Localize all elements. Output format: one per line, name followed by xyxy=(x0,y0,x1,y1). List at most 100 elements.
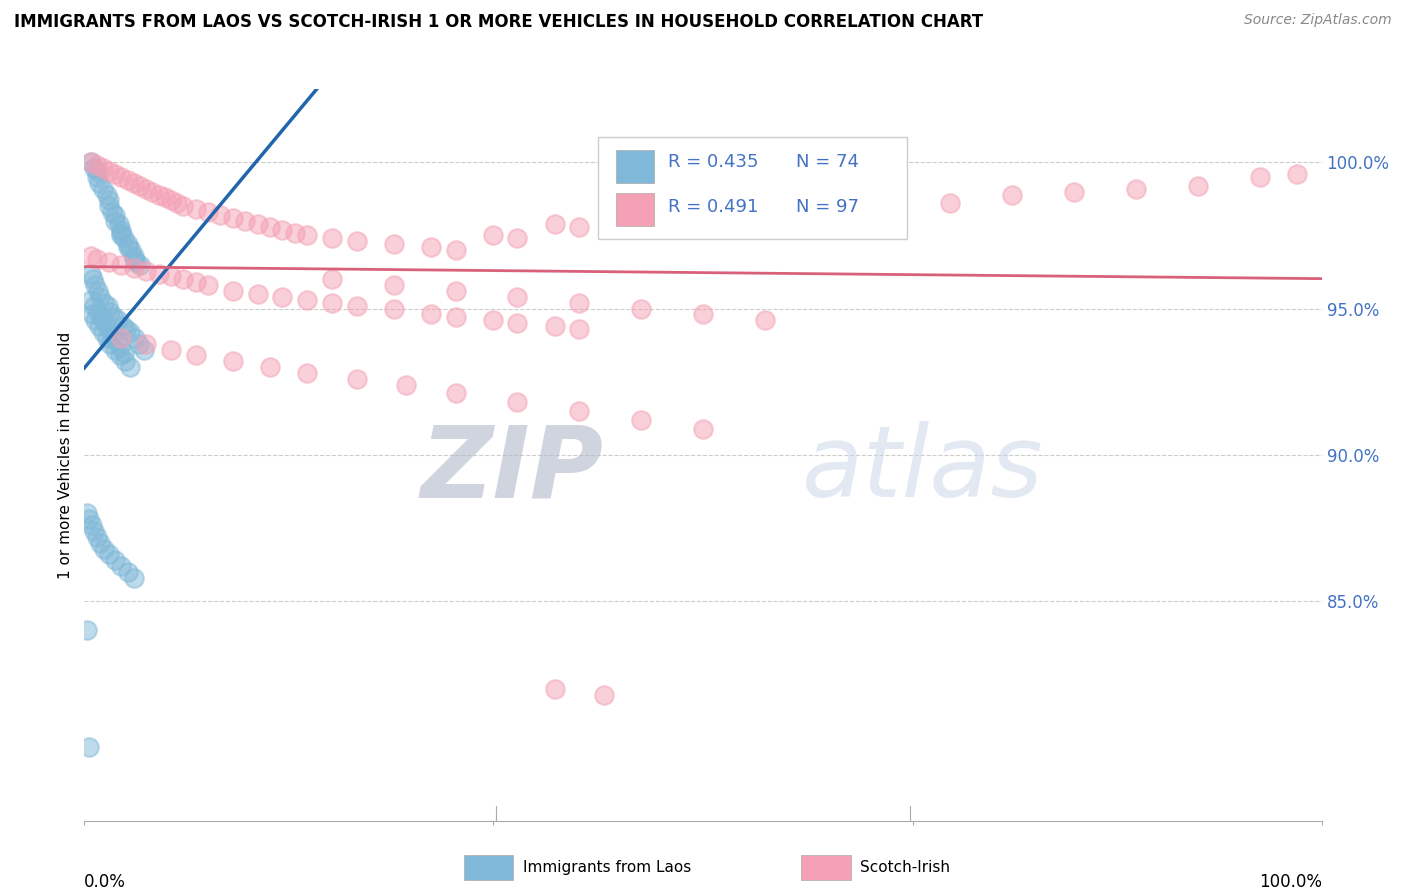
Point xyxy=(543,681,565,696)
Point xyxy=(153,190,176,204)
Point xyxy=(117,173,139,187)
Point xyxy=(110,559,132,574)
Point xyxy=(877,194,900,208)
Point xyxy=(1187,178,1209,193)
Text: N = 74: N = 74 xyxy=(796,153,859,171)
Point xyxy=(444,284,467,298)
Point xyxy=(259,219,281,234)
Point xyxy=(197,205,219,219)
Point xyxy=(382,301,405,316)
Point xyxy=(129,178,152,193)
Point xyxy=(382,278,405,293)
Point xyxy=(104,553,127,567)
Point xyxy=(506,290,529,304)
Point xyxy=(132,343,155,357)
Point xyxy=(321,295,343,310)
Point xyxy=(84,278,107,293)
Point xyxy=(666,194,689,208)
Point xyxy=(543,319,565,334)
Point xyxy=(184,275,207,289)
Point xyxy=(107,313,129,327)
Point xyxy=(295,228,318,243)
Point xyxy=(754,313,776,327)
Point xyxy=(104,214,127,228)
Bar xyxy=(616,150,654,183)
Point xyxy=(97,299,120,313)
Point xyxy=(630,208,652,222)
Point xyxy=(110,169,132,184)
Point xyxy=(83,161,105,176)
Point xyxy=(110,226,132,240)
Point xyxy=(115,322,138,336)
Point xyxy=(79,740,101,755)
Point xyxy=(98,336,121,351)
Point xyxy=(122,571,145,585)
Point xyxy=(90,310,112,325)
Point xyxy=(568,295,591,310)
Point xyxy=(197,278,219,293)
Point xyxy=(692,421,714,435)
Point xyxy=(83,524,105,538)
Point xyxy=(104,343,127,357)
Point xyxy=(135,182,157,196)
Point xyxy=(79,267,101,281)
FancyBboxPatch shape xyxy=(598,136,907,239)
Point xyxy=(94,316,117,330)
Point xyxy=(104,208,127,222)
Point xyxy=(91,325,114,339)
Point xyxy=(101,328,124,343)
Point xyxy=(605,205,627,219)
Point xyxy=(86,252,108,266)
Text: R = 0.435: R = 0.435 xyxy=(668,153,759,171)
Point xyxy=(222,354,245,368)
Point xyxy=(141,185,163,199)
Point xyxy=(87,304,110,318)
Point xyxy=(124,331,146,345)
Point xyxy=(233,214,256,228)
Point xyxy=(111,319,134,334)
Text: Immigrants from Laos: Immigrants from Laos xyxy=(523,861,692,875)
Point xyxy=(117,237,139,252)
Point xyxy=(117,565,139,579)
Point xyxy=(815,190,838,204)
Point xyxy=(1285,167,1308,181)
Point xyxy=(271,290,294,304)
Point xyxy=(112,345,135,359)
Point xyxy=(1125,182,1147,196)
Point xyxy=(86,164,108,178)
Point xyxy=(246,287,269,301)
Point xyxy=(630,413,652,427)
Point xyxy=(172,272,194,286)
Point xyxy=(98,194,121,208)
Text: Source: ZipAtlas.com: Source: ZipAtlas.com xyxy=(1244,13,1392,28)
Point xyxy=(321,272,343,286)
Point xyxy=(568,219,591,234)
Point xyxy=(76,624,98,638)
Point xyxy=(110,228,132,243)
Point xyxy=(506,395,529,409)
Point xyxy=(93,541,115,556)
Point xyxy=(80,518,103,533)
Point xyxy=(120,243,142,257)
Point xyxy=(122,260,145,275)
Point xyxy=(754,199,776,213)
Point xyxy=(259,360,281,375)
Point xyxy=(79,512,101,526)
Point xyxy=(105,334,128,348)
Point xyxy=(172,199,194,213)
Point xyxy=(346,372,368,386)
Point xyxy=(543,217,565,231)
Point xyxy=(135,336,157,351)
Point xyxy=(481,313,503,327)
Point xyxy=(122,249,145,263)
Point xyxy=(86,158,108,172)
Point xyxy=(135,263,157,277)
Text: Scotch-Irish: Scotch-Irish xyxy=(860,861,950,875)
Point xyxy=(184,202,207,216)
Point xyxy=(120,360,142,375)
Point xyxy=(568,322,591,336)
Point xyxy=(444,386,467,401)
Point xyxy=(98,548,121,562)
Point xyxy=(209,208,232,222)
Point xyxy=(692,196,714,211)
